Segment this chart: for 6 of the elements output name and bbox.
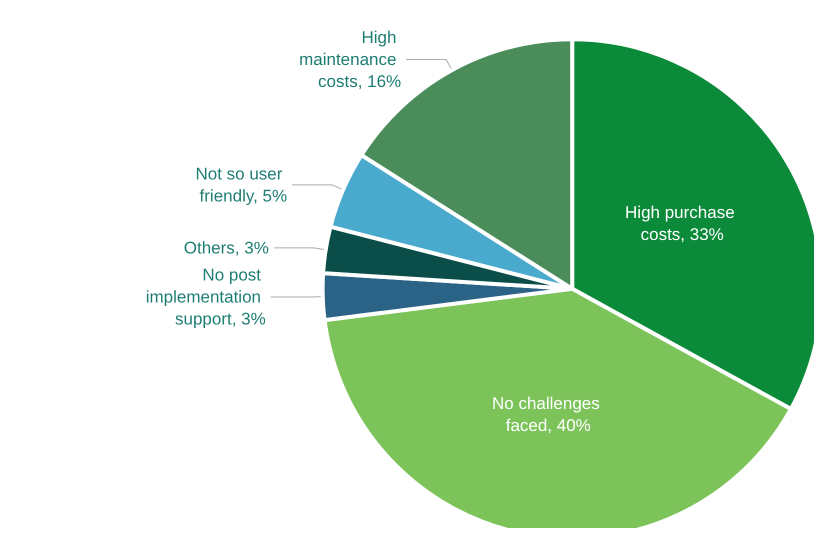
slice-label: Others, 3% xyxy=(184,238,269,258)
slice-label: No challenges faced, 40% xyxy=(492,394,604,435)
slice-label: No post implementation support, 3% xyxy=(146,266,266,329)
slice-label: High maintenance costs, 16% xyxy=(299,28,402,92)
slice-label: Not so user friendly, 5% xyxy=(195,164,288,206)
slice-label: High purchase costs, 33% xyxy=(625,203,740,244)
